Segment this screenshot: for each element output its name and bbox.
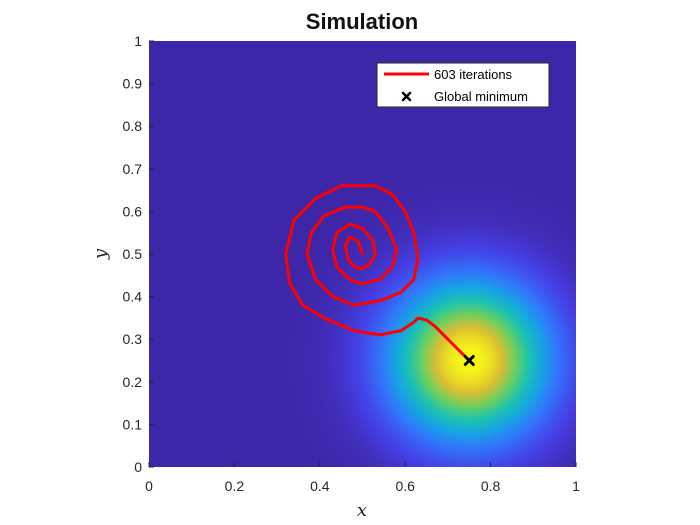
- global-minimum-marker: [463, 355, 475, 366]
- y-axis-ticks: 0 0.1 0.2 0.3 0.4 0.5 0.6 0.7 0.8 0.9 1: [123, 33, 154, 475]
- y-tick-label: 1: [134, 33, 142, 49]
- y-tick-label: 0.8: [123, 118, 143, 134]
- y-tick-label: 0.6: [123, 203, 143, 219]
- y-tick-label: 0: [134, 459, 142, 475]
- y-tick-label: 0.7: [123, 161, 143, 177]
- x-tick-label: 0.2: [225, 478, 245, 494]
- x-tick-label: 0.8: [481, 478, 501, 494]
- x-axis-label: x: [357, 500, 367, 521]
- y-tick-label: 0.3: [123, 331, 143, 347]
- x-tick-label: 0.4: [310, 478, 330, 494]
- y-tick-label: 0.5: [123, 246, 143, 262]
- chart-title: Simulation: [306, 9, 418, 34]
- x-tick-label: 1: [572, 478, 580, 494]
- series-line-iterations: [284, 184, 471, 362]
- series-layer: [284, 184, 475, 366]
- y-tick-label: 0.2: [123, 374, 143, 390]
- legend-label-minimum: Global minimum: [434, 89, 528, 104]
- y-tick-label: 0.4: [123, 289, 143, 305]
- legend-box: [376, 62, 550, 108]
- legend-label-iterations: 603 iterations: [434, 67, 513, 82]
- legend-x-marker-icon: [401, 91, 412, 102]
- x-axis-ticks: 0 0.2 0.4 0.6 0.8 1: [145, 462, 580, 494]
- y-tick-label: 0.1: [123, 416, 143, 432]
- legend: 603 iterations Global minimum: [376, 62, 550, 108]
- x-tick-label: 0: [145, 478, 153, 494]
- x-tick-label: 0.6: [395, 478, 415, 494]
- y-tick-label: 0.9: [123, 76, 143, 92]
- y-axis-label: y: [90, 248, 111, 260]
